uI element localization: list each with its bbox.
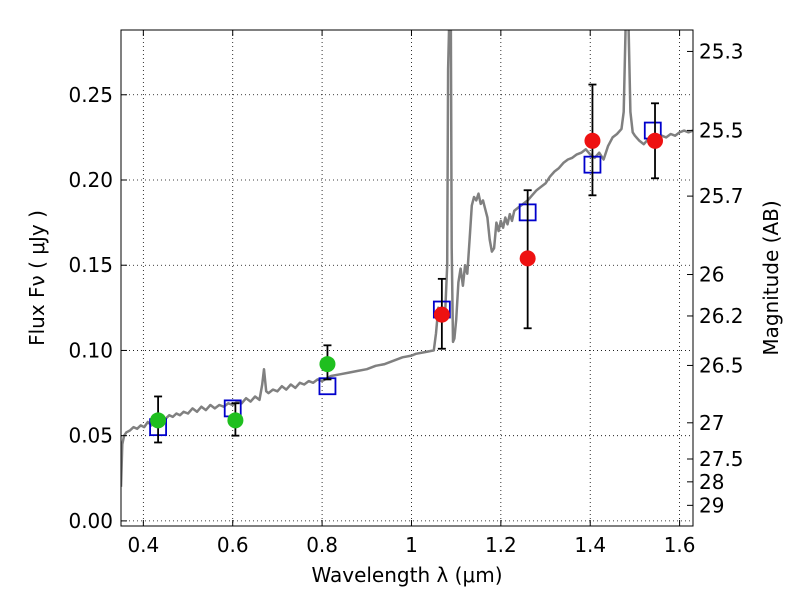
- red-data-point: [647, 132, 664, 149]
- right-tick-label: 25.7: [699, 184, 744, 208]
- y-tick-label: 0.25: [68, 83, 113, 107]
- red-data-point: [584, 132, 601, 149]
- green-data-point: [150, 412, 167, 429]
- x-tick-label: 1: [405, 533, 418, 557]
- x-tick-label: 1.2: [485, 533, 517, 557]
- right-tick-label: 25.3: [699, 39, 744, 63]
- green-data-point: [319, 356, 336, 373]
- x-tick-label: 0.6: [217, 533, 249, 557]
- y-tick-label: 0.00: [68, 509, 113, 533]
- right-tick-label: 26.5: [699, 353, 744, 377]
- y-tick-label: 0.10: [68, 338, 113, 362]
- right-tick-label: 27.5: [699, 447, 744, 471]
- y-tick-label: 0.20: [68, 168, 113, 192]
- model-line: [121, 30, 693, 487]
- model-spectrum: [121, 30, 693, 487]
- x-tick-label: 0.8: [306, 533, 338, 557]
- red-data-point: [433, 306, 450, 323]
- x-tick-label: 1.6: [664, 533, 696, 557]
- red-data-point: [519, 250, 536, 267]
- x-axis-label: Wavelength λ (μm): [311, 563, 502, 587]
- right-tick-label: 26.2: [699, 304, 744, 328]
- right-tick-label: 26: [699, 263, 724, 287]
- green-data-point: [227, 412, 244, 429]
- plot-frame: [120, 29, 694, 527]
- grid: [121, 30, 693, 526]
- right-tick-label: 25.5: [699, 118, 744, 142]
- y-tick-label: 0.15: [68, 253, 113, 277]
- axis-ticks: 0.4 0.6 0.8 1 1.2 1.4 1.6 0.00 0.05 0.10 0.15 0.20 0…: [68, 30, 744, 557]
- y-tick-label: 0.05: [68, 424, 113, 448]
- right-tick-label: 29: [699, 493, 724, 517]
- right-axis-label: Magnitude (AB): [759, 200, 783, 355]
- photometry-points: [149, 83, 664, 444]
- right-tick-label: 27: [699, 411, 724, 435]
- x-tick-label: 0.4: [127, 533, 159, 557]
- x-tick-label: 1.4: [574, 533, 606, 557]
- right-tick-label: 28: [699, 470, 724, 494]
- y-axis-label: Flux Fν ( μJy ): [25, 210, 49, 346]
